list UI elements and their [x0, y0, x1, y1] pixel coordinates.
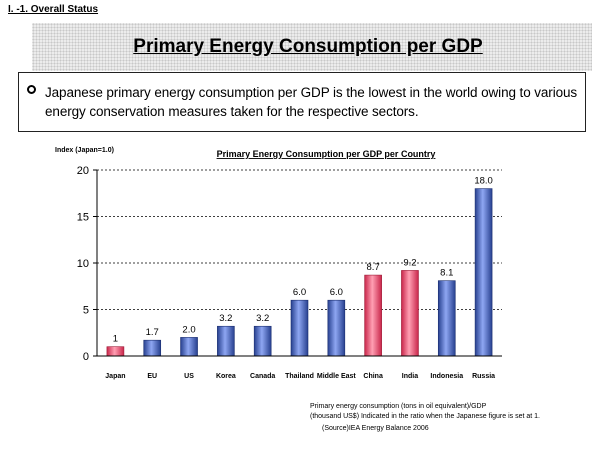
x-tick-label: Thailand	[285, 373, 314, 380]
footnote-source: (Source)IEA Energy Balance 2006	[322, 425, 429, 432]
data-label: 18.0	[474, 176, 493, 187]
bar-korea	[217, 325, 235, 357]
data-label: 8.7	[367, 262, 380, 273]
bar-middle-east	[327, 299, 346, 357]
circle-bullet-icon	[27, 85, 36, 94]
x-tick-label: Canada	[250, 373, 275, 380]
data-label: 9.2	[403, 257, 416, 268]
y-tick-label: 15	[77, 212, 89, 224]
x-tick-label: China	[363, 373, 383, 380]
bar-indonesia	[437, 280, 456, 357]
bar-eu	[143, 339, 162, 357]
bar-china	[364, 274, 382, 357]
data-label: 1.7	[146, 327, 159, 338]
data-label: 1	[113, 334, 118, 345]
x-tick-label: Japan	[105, 373, 125, 380]
section-label: I. -1. Overall Status	[8, 4, 99, 15]
bar-canada	[253, 325, 272, 357]
data-label: 3.2	[256, 313, 269, 324]
summary-box: Japanese primary energy consumption per …	[18, 72, 586, 132]
data-label: 8.1	[440, 268, 453, 279]
chart-footnote: Primary energy consumption (tons in oil …	[310, 402, 540, 434]
y-tick-label: 20	[77, 165, 89, 177]
x-tick-label: US	[184, 373, 194, 380]
bar-russia	[474, 188, 493, 357]
x-tick-label: Russia	[472, 373, 495, 380]
y-tick-label: 0	[83, 351, 89, 363]
bar-us	[180, 337, 198, 357]
y-tick-label: 10	[77, 258, 89, 270]
bar-india	[401, 270, 419, 357]
x-tick-label: India	[402, 373, 418, 380]
summary-text: Japanese primary energy consumption per …	[45, 85, 578, 119]
x-tick-label: Indonesia	[430, 373, 463, 380]
x-tick-label: Middle East	[317, 373, 357, 380]
data-label: 6.0	[293, 287, 306, 298]
y-axis-label: Index (Japan=1.0)	[55, 147, 114, 154]
title-band: Primary Energy Consumption per GDP	[32, 23, 592, 71]
footnote-line-2: (thousand US$) Indicated in the ratio wh…	[310, 413, 540, 420]
page-title: Primary Energy Consumption per GDP	[133, 36, 483, 57]
data-label: 2.0	[182, 324, 195, 335]
bar-thailand	[290, 299, 309, 357]
footnote-line-1: Primary energy consumption (tons in oil …	[310, 403, 487, 410]
data-label: 3.2	[219, 313, 232, 324]
y-tick-label: 5	[83, 305, 89, 317]
chart-title: Primary Energy Consumption per GDP per C…	[217, 149, 436, 159]
data-label: 6.0	[330, 287, 343, 298]
bar-japan	[106, 346, 125, 357]
x-tick-label: Korea	[216, 373, 236, 380]
x-tick-label: EU	[147, 373, 157, 380]
